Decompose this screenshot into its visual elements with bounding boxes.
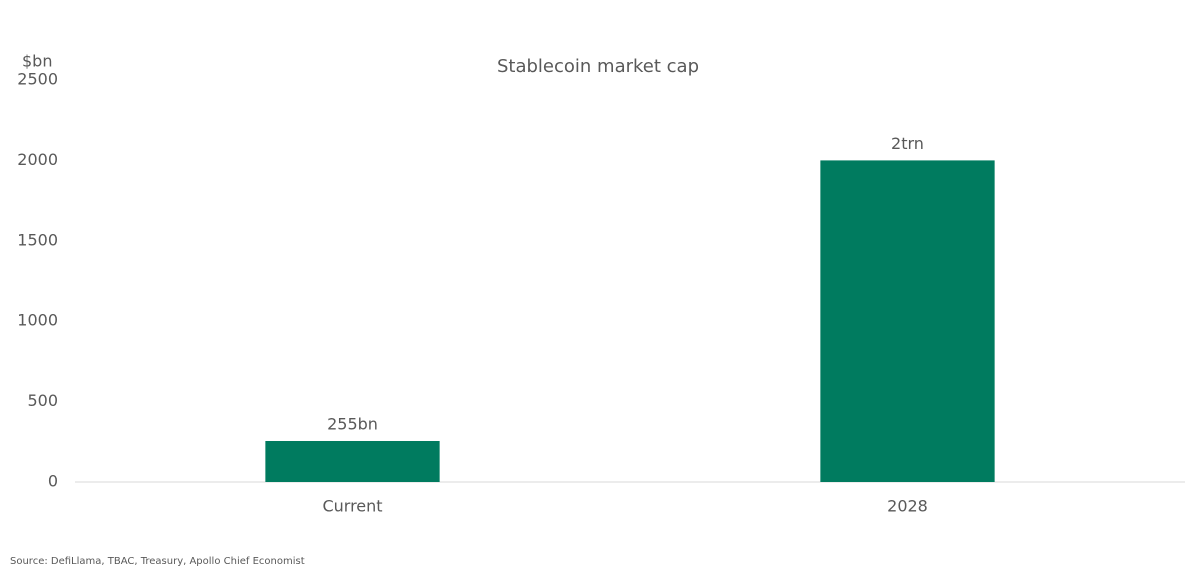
- source-note: Source: DefiLlama, TBAC, Treasury, Apoll…: [10, 556, 305, 567]
- y-axis-label: $bn: [22, 52, 52, 71]
- y-tick-label: 2500: [17, 70, 58, 89]
- bar: [265, 440, 440, 482]
- y-tick-label: 500: [27, 391, 58, 410]
- y-tick-label: 1000: [17, 311, 58, 330]
- value-label: 2trn: [891, 134, 924, 153]
- x-tick-label: 2028: [887, 497, 928, 516]
- value-label: 255bn: [327, 414, 378, 433]
- y-tick-label: 2000: [17, 150, 58, 169]
- y-tick-label: 1500: [17, 230, 58, 249]
- y-tick-label: 0: [48, 472, 58, 491]
- chart-title: Stablecoin market cap: [497, 56, 699, 77]
- x-tick-label: Current: [322, 497, 382, 516]
- bar: [820, 160, 995, 482]
